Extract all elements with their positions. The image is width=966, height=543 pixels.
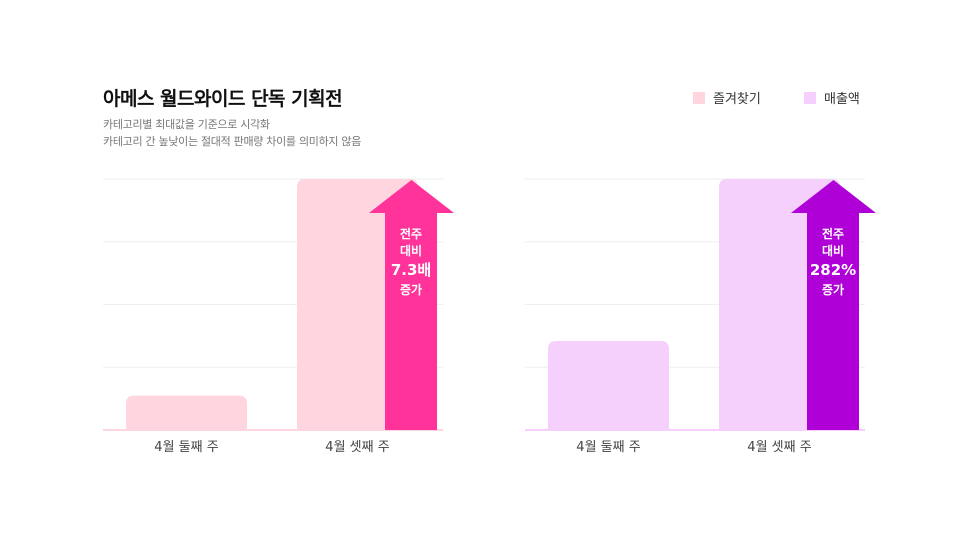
chart1-annotation-text: 전주 [400,226,422,241]
chart2-x-tick-label: 4월 둘째 주 [576,440,640,455]
chart1-x-tick-label: 4월 셋째 주 [325,440,389,455]
legend-item-sales: 매출액 [804,88,860,107]
chart1-annotation-text: 대비 [400,243,422,258]
chart2-bar [548,340,669,430]
legend-swatch-sales [804,91,816,104]
legend-swatch-favorites [693,91,705,104]
legend-label-sales: 매출액 [824,92,860,107]
chart1-bar [126,395,247,430]
chart2-x-tick-label: 4월 셋째 주 [747,440,811,455]
chart2-growth-arrow [791,180,876,430]
subtitle-1: 카테고리별 최대값을 기준으로 시각화 [103,118,270,131]
chart2-annotation-text: 증가 [822,282,844,297]
chart2-annotation-text: 전주 [822,226,844,241]
chart2-annotation-text: 대비 [822,243,844,258]
legend-label-favorites: 즐겨찾기 [713,92,761,107]
chart1-growth-arrow [369,180,454,430]
chart1-x-tick-label: 4월 둘째 주 [154,440,218,455]
legend-item-favorites: 즐겨찾기 [693,88,761,107]
subtitle-2: 카테고리 간 높낮이는 절대적 판매량 차이를 의미하지 않음 [103,135,362,148]
page-title: 아메스 월드와이드 단독 기획전 [103,88,343,110]
chart1-annotation-text: 7.3배 [391,261,431,279]
chart2-annotation-text: 282% [810,261,856,279]
chart1-annotation-text: 증가 [400,282,422,297]
